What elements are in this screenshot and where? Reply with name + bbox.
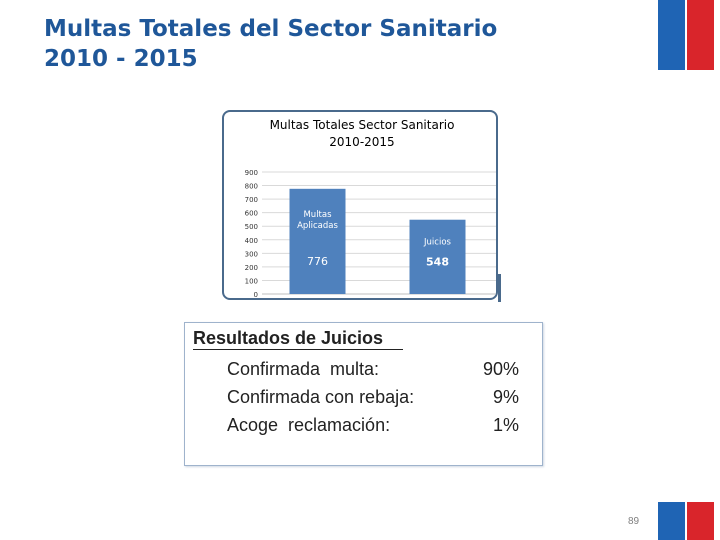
bar-category-label: Multas (303, 210, 332, 220)
chart-title: Multas Totales Sector Sanitario 2010-201… (224, 117, 500, 151)
results-title: Resultados de Juicios (193, 328, 384, 348)
result-label: Confirmada multa: (227, 359, 380, 379)
page-title: Multas Totales del Sector Sanitario 2010… (44, 14, 604, 74)
bar-category-label: Aplicadas (297, 221, 338, 231)
y-tick-label: 300 (245, 250, 258, 258)
result-value: 90% (482, 359, 519, 379)
y-tick-label: 400 (245, 237, 258, 245)
result-row-confirmada-multa: Confirmada multa: 90% (227, 359, 527, 383)
chilean-flag-decoration-bottom (658, 502, 714, 540)
chart-title-line-1: Multas Totales Sector Sanitario (269, 118, 455, 132)
bar-chart-panel: Multas Totales Sector Sanitario 2010-201… (222, 110, 498, 300)
chart-title-line-2: 2010-2015 (329, 135, 395, 149)
y-tick-label: 600 (245, 210, 258, 218)
bar-0 (289, 188, 346, 294)
page-number: 89 (628, 516, 640, 527)
result-row-confirmada-rebaja: Confirmada con rebaja: 9% (227, 387, 527, 411)
chilean-flag-decoration-top (658, 0, 714, 70)
title-line-2: 2010 - 2015 (44, 46, 198, 72)
bar-data-label: 548 (426, 256, 449, 269)
result-label: Acoge reclamación: (227, 415, 391, 435)
y-tick-label: 800 (245, 183, 258, 191)
bar-chart: 0 100 200 300 400 500 600 700 800 900 MultasAplica… (245, 169, 496, 299)
bar-1 (409, 219, 466, 294)
y-tick-label: 900 (245, 169, 258, 177)
title-line-1: Multas Totales del Sector Sanitario (44, 16, 498, 42)
y-tick-label: 0 (254, 291, 258, 299)
result-value: 9% (492, 387, 519, 407)
result-label: Confirmada con rebaja: (227, 387, 415, 407)
y-tick-label: 700 (245, 196, 258, 204)
y-tick-label: 500 (245, 223, 258, 231)
result-row-acoge-reclamacion: Acoge reclamación: 1% (227, 415, 527, 439)
y-tick-label: 200 (245, 264, 258, 272)
y-tick-label: 100 (245, 277, 258, 285)
result-value: 1% (492, 415, 519, 435)
bar-data-label: 776 (307, 255, 328, 268)
chart-shadow (498, 274, 501, 302)
results-panel: Resultados de Juicios Confirmada multa: … (184, 322, 543, 466)
results-title-underline (193, 349, 403, 350)
bar-category-label: Juicios (423, 238, 451, 248)
